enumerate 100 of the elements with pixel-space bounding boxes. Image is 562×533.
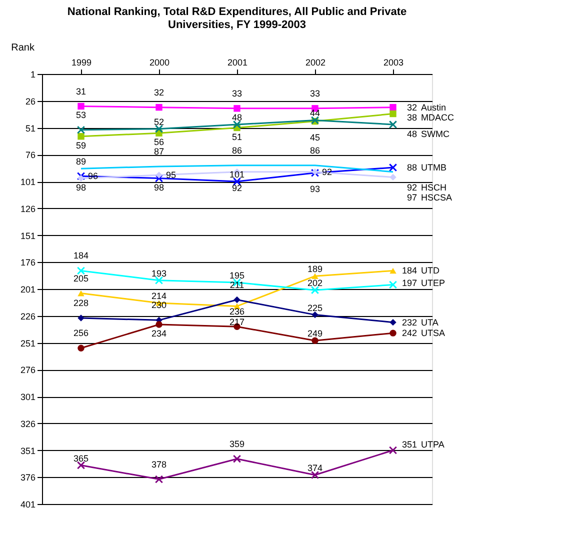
point (388, 120, 398, 129)
point (312, 273, 318, 280)
point (234, 296, 240, 304)
point (78, 314, 84, 322)
point (156, 172, 162, 178)
y-tick-label: 276 (20, 365, 36, 376)
text: UTA (421, 317, 438, 328)
data-label: 242 (402, 328, 417, 338)
point (234, 105, 240, 112)
x-tick-label: 2002 (305, 58, 326, 68)
data-label: 51 (232, 132, 242, 142)
data-label: 87 (154, 146, 164, 156)
data-label: 225 (307, 302, 323, 313)
data-label: 98 (154, 182, 164, 192)
y-tick-label: 101 (20, 177, 36, 187)
chart-title: National Ranking, Total R&D Expenditures, All Public and Private Universities, FY 1999-2003 (67, 6, 407, 31)
y-tick-label: 351 (20, 446, 36, 456)
data-label: 205 (73, 273, 89, 284)
data-label: 95 (166, 170, 176, 180)
point (78, 174, 84, 182)
data-label: 89 (76, 156, 86, 167)
point (390, 174, 396, 181)
point (154, 174, 164, 182)
data-label: 92 (232, 182, 242, 193)
data-label: 378 (151, 459, 167, 470)
data-label: 249 (307, 328, 323, 339)
text: UTPA (421, 439, 444, 450)
x-tick-label: 2003 (383, 58, 404, 68)
point (390, 318, 396, 326)
y-tick-label: 376 (20, 472, 36, 483)
data-label: 232 (402, 317, 417, 328)
data-label: 256 (73, 328, 89, 338)
data-label: 189 (307, 264, 323, 274)
data-label: 236 (229, 306, 245, 317)
data-label: 52 (154, 116, 164, 127)
text: SWMC (421, 128, 450, 139)
text: MDACC (421, 112, 454, 122)
data-label: 45 (310, 132, 320, 142)
point (78, 344, 84, 352)
data-label: 214 (151, 290, 167, 301)
point (76, 266, 86, 275)
point (76, 172, 86, 180)
point (78, 132, 84, 140)
text: UTD (421, 266, 440, 276)
point (156, 321, 162, 328)
data-label: 32 (406, 102, 417, 112)
point (388, 446, 398, 454)
data-label: 197 (402, 278, 417, 288)
point (390, 268, 396, 274)
point (390, 330, 396, 336)
point (388, 280, 398, 289)
data-label: 31 (76, 86, 86, 96)
y-tick-label: 301 (20, 392, 36, 402)
data-label: 32 (154, 87, 164, 98)
data-label: 97 (406, 192, 417, 202)
data-label: 184 (73, 250, 89, 261)
data-label: 101 (229, 170, 245, 180)
point (232, 454, 242, 463)
data-label: 359 (229, 438, 245, 449)
y-tick-label: 326 (20, 418, 36, 429)
text: UTSA (421, 328, 446, 338)
point (310, 286, 320, 294)
point (156, 104, 162, 111)
data-label: 88 (406, 162, 417, 173)
data-label: 56 (154, 137, 164, 148)
y-tick-label: 76 (25, 150, 36, 160)
y-tick-label: 151 (20, 230, 36, 241)
point (154, 475, 164, 484)
text: Austin (421, 102, 446, 112)
point (388, 163, 398, 172)
data-label: 365 (73, 453, 89, 464)
point (390, 110, 396, 118)
text: HSCH (421, 182, 447, 192)
y-tick-label: 251 (20, 338, 36, 348)
data-label: 228 (73, 298, 89, 308)
point (312, 337, 318, 344)
text: UTMB (421, 162, 446, 173)
text: UTEP (421, 278, 446, 288)
data-label: 38 (406, 112, 417, 122)
y-tick-label: 201 (20, 284, 36, 294)
data-label: 234 (151, 328, 167, 338)
x-tick-label: 2000 (149, 58, 170, 68)
data-label: 53 (76, 110, 86, 120)
data-label: 193 (151, 268, 167, 278)
data-label: 351 (402, 439, 417, 450)
data-label: 374 (307, 462, 323, 473)
point (76, 126, 86, 134)
y-tick-label: 1 (30, 70, 36, 80)
data-label: 92 (406, 182, 417, 192)
x-tick-label: 2001 (227, 58, 248, 68)
y-tick-label: 401 (20, 500, 36, 510)
y-tick-label: 176 (20, 258, 36, 268)
data-label: 48 (406, 128, 417, 139)
y-tick-label: 226 (20, 311, 36, 322)
data-label: 98 (76, 182, 86, 192)
data-label: 33 (310, 88, 320, 98)
point (78, 102, 84, 110)
point (312, 311, 318, 318)
y-tick-label: 51 (25, 123, 36, 134)
y-tick-label: 26 (25, 96, 36, 106)
